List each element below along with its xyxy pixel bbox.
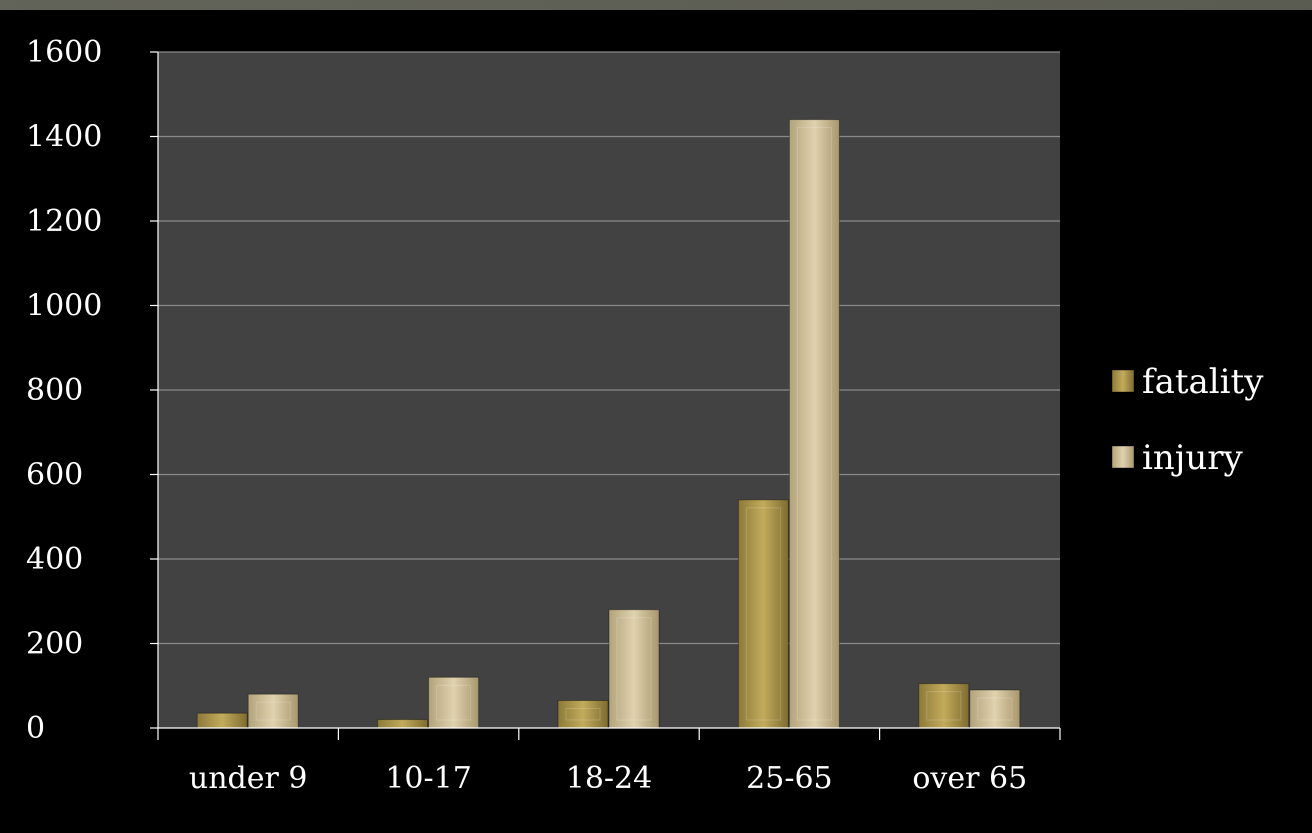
y-tick-labels: 0 200 400 600 800 1000 1200 1400 1600	[26, 35, 102, 746]
bar-bevel-injury-18-24	[616, 617, 652, 721]
bar-injury-under-9	[247, 693, 299, 729]
legend-label-fatality: fatality	[1142, 362, 1264, 402]
y-tick-label-200: 200	[26, 627, 83, 662]
bar-fatality-25-65	[737, 499, 789, 729]
bar-bevel-fatality-25-65	[745, 507, 781, 721]
bar-bevel-fatality-18-24	[565, 708, 601, 721]
legend-swatch-fatality	[1111, 369, 1135, 393]
bar-bevel-injury-25-65	[796, 127, 832, 721]
y-tick-label-1400: 1400	[26, 120, 102, 155]
x-tick-label-18-24: 18-24	[566, 761, 652, 796]
y-tick-label-1000: 1000	[26, 289, 102, 324]
bar-injury-10-17	[428, 676, 480, 729]
bar-bevel-fatality-over-65	[926, 691, 962, 721]
y-tick-label-1600: 1600	[26, 35, 102, 70]
axes	[150, 51, 1061, 740]
bar-fatality-18-24	[557, 700, 609, 729]
y-tick-label-400: 400	[26, 542, 83, 577]
y-tick-label-1200: 1200	[26, 204, 102, 239]
y-tick-label-600: 600	[26, 458, 83, 493]
legend-swatch-injury	[1111, 445, 1135, 469]
legend: fatality injury	[1111, 362, 1264, 478]
bar-fatality-10-17	[377, 719, 429, 729]
x-tick-label-10-17: 10-17	[385, 761, 471, 796]
bar-fatality-under-9	[196, 712, 248, 729]
x-tick-label-under-9: under 9	[189, 761, 308, 796]
bar-bevel-injury-under-9	[255, 701, 291, 721]
x-tick-labels: under 9 10-17 18-24 25-65 over 65	[189, 761, 1027, 796]
x-tick-label-over-65: over 65	[912, 761, 1027, 796]
bar-injury-25-65	[788, 119, 840, 729]
legend-label-injury: injury	[1142, 438, 1243, 478]
y-tick-label-0: 0	[26, 711, 45, 746]
bar-bevel-injury-over-65	[977, 697, 1013, 721]
bar-bevel-injury-10-17	[436, 684, 472, 721]
bar-injury-over-65	[969, 689, 1021, 729]
bar-fatality-over-65	[918, 683, 970, 729]
x-tick-label-25-65: 25-65	[746, 761, 832, 796]
y-tick-label-800: 800	[26, 373, 83, 408]
